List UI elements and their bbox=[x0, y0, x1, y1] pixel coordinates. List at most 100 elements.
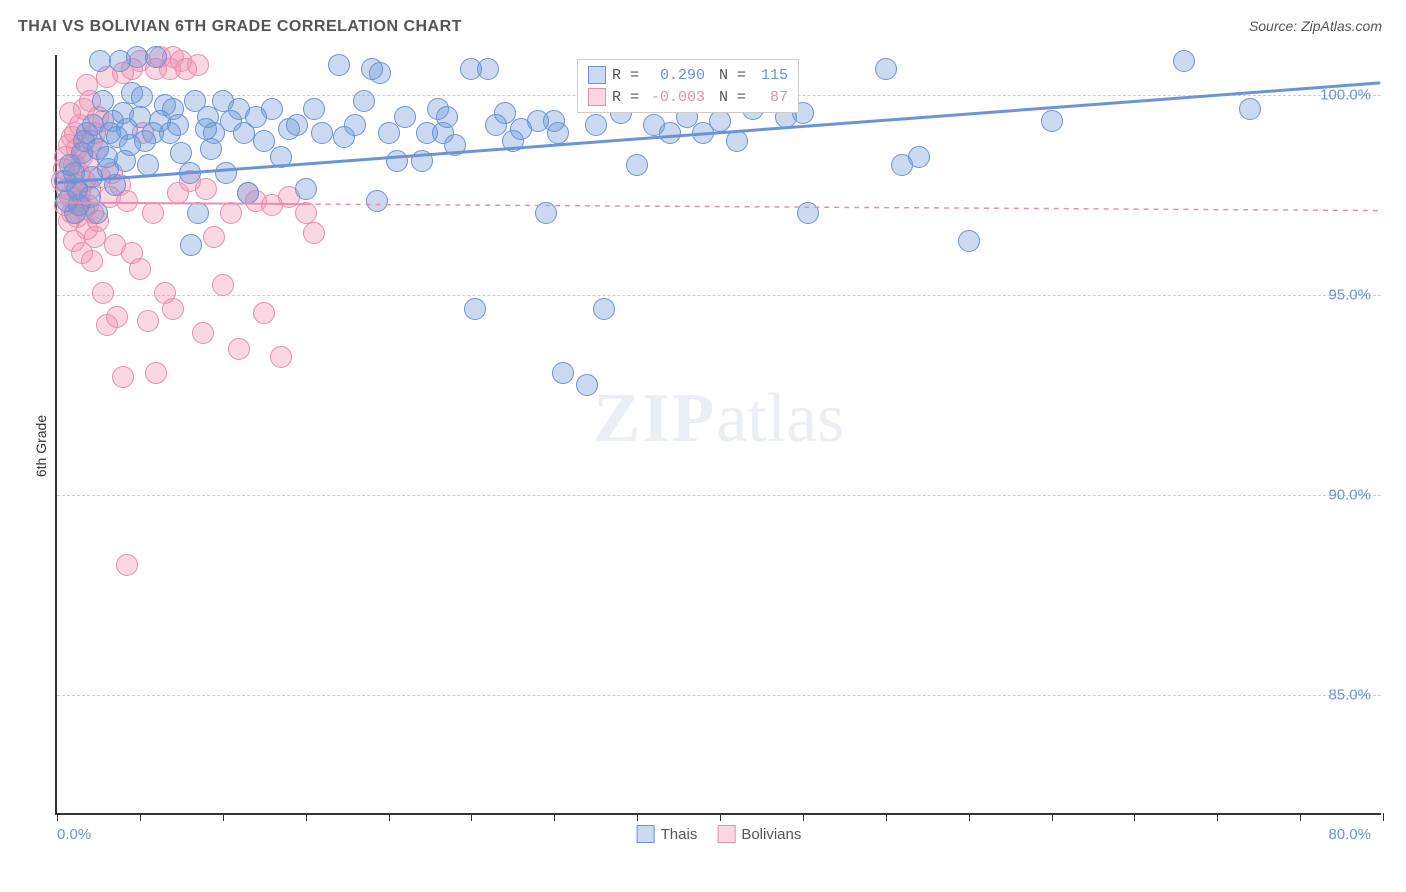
scatter-point-pink bbox=[162, 298, 184, 320]
y-tick-label: 95.0% bbox=[1328, 287, 1371, 304]
scatter-point-blue bbox=[369, 62, 391, 84]
scatter-point-blue bbox=[180, 234, 202, 256]
scatter-point-pink bbox=[212, 274, 234, 296]
scatter-point-blue bbox=[344, 114, 366, 136]
scatter-point-blue bbox=[1173, 50, 1195, 72]
scatter-point-pink bbox=[295, 202, 317, 224]
y-tick-label: 100.0% bbox=[1320, 87, 1371, 104]
r-label: R = bbox=[612, 89, 639, 106]
scatter-point-blue bbox=[104, 174, 126, 196]
scatter-point-blue bbox=[477, 58, 499, 80]
r-value: -0.003 bbox=[645, 89, 705, 106]
legend-swatch bbox=[588, 66, 606, 84]
x-tick bbox=[306, 813, 307, 821]
scatter-point-pink bbox=[253, 302, 275, 324]
series-legend: Thais Bolivians bbox=[637, 825, 802, 843]
gridline bbox=[57, 295, 1381, 296]
x-tick bbox=[554, 813, 555, 821]
scatter-point-blue bbox=[353, 90, 375, 112]
x-tick bbox=[1383, 813, 1384, 821]
legend-swatch bbox=[637, 825, 655, 843]
scatter-point-blue bbox=[131, 86, 153, 108]
scatter-point-blue bbox=[535, 202, 557, 224]
scatter-point-blue bbox=[726, 130, 748, 152]
chart-source: Source: ZipAtlas.com bbox=[1249, 18, 1382, 34]
r-label: R = bbox=[612, 67, 639, 84]
scatter-point-blue bbox=[286, 114, 308, 136]
x-tick bbox=[637, 813, 638, 821]
scatter-point-blue bbox=[875, 58, 897, 80]
scatter-point-blue bbox=[1041, 110, 1063, 132]
scatter-point-blue bbox=[659, 122, 681, 144]
scatter-point-blue bbox=[576, 374, 598, 396]
scatter-point-pink bbox=[192, 322, 214, 344]
scatter-point-blue bbox=[137, 154, 159, 176]
regression-lines bbox=[57, 55, 1381, 813]
y-tick-label: 90.0% bbox=[1328, 487, 1371, 504]
scatter-point-blue bbox=[386, 150, 408, 172]
scatter-point-blue bbox=[444, 134, 466, 156]
scatter-point-pink bbox=[270, 346, 292, 368]
series-legend-item: Thais bbox=[637, 825, 698, 843]
scatter-point-blue bbox=[295, 178, 317, 200]
n-label: N = bbox=[719, 89, 746, 106]
scatter-point-blue bbox=[187, 202, 209, 224]
x-tick bbox=[223, 813, 224, 821]
x-tick bbox=[1134, 813, 1135, 821]
x-tick-label: 0.0% bbox=[57, 826, 91, 843]
watermark-rest: atlas bbox=[716, 380, 844, 457]
series-legend-label: Bolivians bbox=[741, 826, 801, 843]
x-tick bbox=[969, 813, 970, 821]
correlation-legend-row: R = 0.290 N = 115 bbox=[588, 64, 788, 86]
chart-title: THAI VS BOLIVIAN 6TH GRADE CORRELATION C… bbox=[18, 18, 462, 36]
x-tick bbox=[471, 813, 472, 821]
x-tick bbox=[389, 813, 390, 821]
scatter-point-blue bbox=[378, 122, 400, 144]
n-value: 115 bbox=[752, 67, 788, 84]
x-tick bbox=[57, 813, 58, 821]
scatter-point-pink bbox=[106, 306, 128, 328]
scatter-point-blue bbox=[797, 202, 819, 224]
watermark-bold: ZIP bbox=[594, 380, 717, 457]
scatter-point-pink bbox=[303, 222, 325, 244]
scatter-point-blue bbox=[261, 98, 283, 120]
x-tick bbox=[1217, 813, 1218, 821]
r-value: 0.290 bbox=[645, 67, 705, 84]
scatter-point-blue bbox=[179, 162, 201, 184]
scatter-point-pink bbox=[142, 202, 164, 224]
x-tick bbox=[1052, 813, 1053, 821]
scatter-point-blue bbox=[215, 162, 237, 184]
x-tick bbox=[140, 813, 141, 821]
scatter-point-pink bbox=[129, 258, 151, 280]
scatter-point-pink bbox=[81, 250, 103, 272]
x-tick-label: 80.0% bbox=[1328, 826, 1371, 843]
x-tick bbox=[1300, 813, 1301, 821]
scatter-point-pink bbox=[203, 226, 225, 248]
watermark: ZIPatlas bbox=[594, 379, 845, 459]
scatter-point-pink bbox=[116, 554, 138, 576]
scatter-point-blue bbox=[552, 362, 574, 384]
scatter-point-pink bbox=[145, 362, 167, 384]
scatter-point-blue bbox=[167, 114, 189, 136]
scatter-point-blue bbox=[126, 46, 148, 68]
scatter-point-blue bbox=[585, 114, 607, 136]
x-tick bbox=[886, 813, 887, 821]
scatter-point-blue bbox=[1239, 98, 1261, 120]
scatter-point-blue bbox=[709, 110, 731, 132]
scatter-point-blue bbox=[464, 298, 486, 320]
n-value: 87 bbox=[752, 89, 788, 106]
scatter-point-blue bbox=[270, 146, 292, 168]
scatter-point-pink bbox=[195, 178, 217, 200]
scatter-point-pink bbox=[228, 338, 250, 360]
legend-swatch bbox=[717, 825, 735, 843]
x-tick bbox=[720, 813, 721, 821]
scatter-point-blue bbox=[92, 90, 114, 112]
n-label: N = bbox=[719, 67, 746, 84]
legend-swatch bbox=[588, 88, 606, 106]
scatter-point-blue bbox=[958, 230, 980, 252]
scatter-point-blue bbox=[436, 106, 458, 128]
scatter-point-blue bbox=[547, 122, 569, 144]
series-legend-label: Thais bbox=[661, 826, 698, 843]
scatter-point-blue bbox=[366, 190, 388, 212]
chart-plot-area: ZIPatlas R =0.290N =115R =-0.003N =87 Th… bbox=[55, 55, 1381, 815]
